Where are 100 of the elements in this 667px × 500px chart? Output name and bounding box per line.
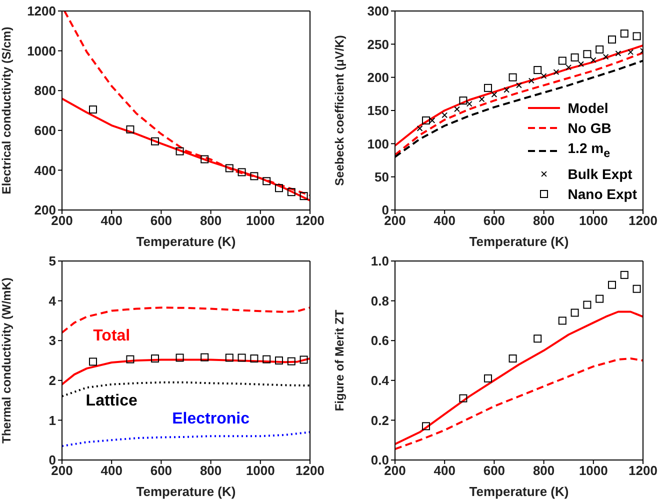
y-axis-title: Electrical conductivity (S/cm)	[0, 26, 14, 194]
point	[583, 50, 592, 58]
point	[484, 374, 492, 382]
series-label: Total	[93, 328, 130, 345]
point	[528, 78, 534, 84]
point	[508, 354, 517, 363]
point	[590, 57, 596, 64]
point	[540, 73, 547, 79]
y-tick-label: 0.8	[370, 293, 389, 308]
x-tick-label: 400	[434, 213, 456, 228]
point	[534, 334, 542, 343]
point	[632, 32, 641, 40]
point	[566, 64, 572, 70]
point	[508, 73, 517, 82]
point	[558, 56, 566, 65]
y-tick-label: 100	[367, 136, 389, 152]
x-tick-label: 200	[384, 463, 406, 478]
x-tick-label: 800	[532, 213, 555, 228]
point	[459, 96, 468, 105]
x-tick-label: 1200	[628, 213, 658, 228]
x-tick-label: 1200	[296, 213, 324, 228]
point	[459, 394, 468, 402]
point	[176, 147, 184, 156]
point	[466, 100, 472, 107]
series-label: Lattice	[86, 392, 138, 410]
point	[225, 164, 234, 172]
y-tick-label: 300	[367, 4, 389, 19]
point	[442, 112, 448, 118]
x-tick-label: 1000	[246, 463, 275, 478]
point	[484, 84, 492, 92]
legend-label: Model	[568, 99, 608, 118]
point	[89, 106, 97, 114]
y-axis-title: Seebeck coefficient (μV/K)	[332, 35, 346, 186]
point	[416, 125, 423, 132]
y-tick-label: 0.4	[370, 373, 390, 388]
point	[608, 36, 616, 44]
x-tick-label: 800	[200, 463, 222, 478]
point	[262, 177, 271, 186]
point	[553, 69, 560, 75]
x-tick-label: 800	[532, 463, 555, 478]
x-tick-label: 600	[483, 213, 506, 228]
y-tick-label: 3	[48, 333, 56, 348]
point	[422, 422, 430, 430]
point	[300, 192, 308, 200]
point	[570, 308, 579, 317]
y-tick-label: 1.0	[370, 254, 389, 269]
point	[516, 82, 522, 88]
line-series	[395, 358, 643, 450]
x-tick-label: 800	[200, 213, 222, 228]
series-label: Electronic	[172, 410, 250, 428]
x-tick-label: 600	[150, 213, 172, 228]
y-tick-label: 800	[34, 83, 56, 98]
y-tick-label: 200	[367, 70, 389, 85]
point	[596, 294, 604, 303]
point	[602, 54, 609, 60]
point	[151, 137, 159, 146]
x-tick-label: 400	[434, 463, 456, 478]
x-tick-label: 200	[384, 213, 406, 228]
point	[615, 50, 622, 56]
y-tick-label: 0.2	[370, 412, 389, 428]
x-tick-label: 600	[483, 463, 506, 478]
x-axis-title: Temperature (K)	[469, 234, 569, 249]
x-tick-label: 400	[100, 213, 122, 228]
y-tick-label: 400	[34, 162, 56, 178]
y-axis-title: Thermal conductivity (W/mK)	[0, 277, 14, 444]
point	[620, 270, 628, 279]
point	[422, 116, 430, 124]
point	[126, 125, 134, 134]
x-tick-label: 400	[100, 463, 122, 478]
x-axis-title: Temperature (K)	[136, 484, 236, 499]
y-tick-label: 4	[48, 293, 57, 308]
y-tick-label: 1000	[27, 43, 56, 58]
point	[504, 86, 510, 93]
point	[491, 92, 498, 98]
point	[454, 106, 460, 112]
point	[620, 30, 628, 38]
x-tick-label: 600	[150, 463, 172, 478]
y-tick-label: 250	[367, 36, 389, 52]
point	[287, 188, 296, 196]
y-tick-label: 600	[34, 123, 56, 138]
point	[596, 45, 604, 54]
line-series	[395, 310, 643, 446]
line-series	[62, 431, 310, 448]
legend-label: No GB	[568, 119, 612, 138]
x-axis-title: Temperature (K)	[136, 234, 236, 249]
y-tick-label: 2	[48, 373, 56, 388]
x-tick-label: 1000	[578, 213, 608, 228]
point	[628, 49, 634, 56]
point	[238, 168, 246, 176]
y-tick-label: 5	[48, 254, 56, 269]
point	[632, 284, 641, 293]
y-tick-label: 50	[374, 169, 389, 184]
legend-label: Bulk Expt	[568, 165, 632, 184]
point	[250, 172, 258, 180]
point	[558, 316, 566, 325]
y-tick-label: 0.6	[370, 333, 389, 348]
point	[570, 53, 579, 62]
line-series	[62, 358, 310, 386]
x-axis-title: Temperature (K)	[469, 484, 569, 499]
legend-label: 1.2 m$_{e}$	[568, 139, 610, 162]
